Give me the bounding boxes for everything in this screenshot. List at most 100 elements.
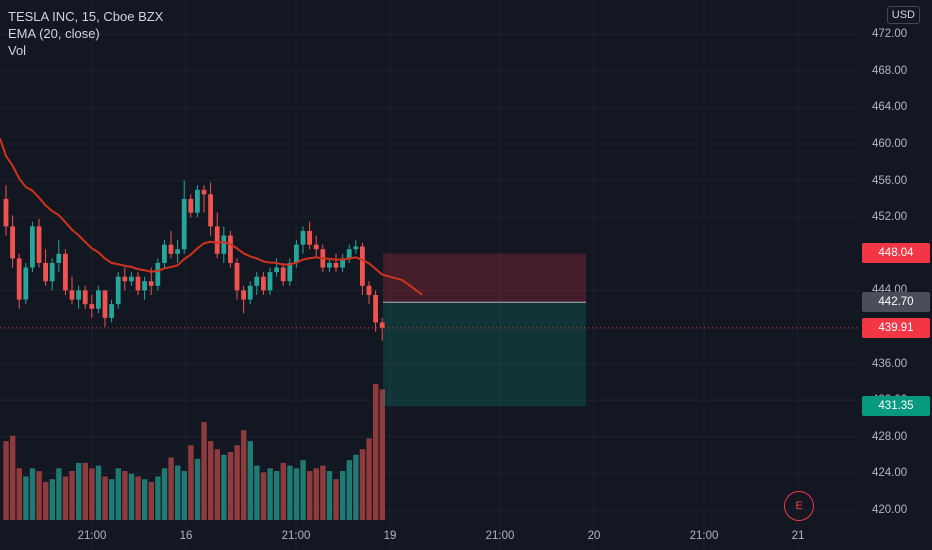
current-price-label[interactable]: 439.91 (862, 317, 930, 338)
candle-body (267, 272, 273, 291)
candle-body (69, 290, 75, 300)
candle-body (30, 226, 35, 268)
price-axis[interactable]: USD 472.00 468.00 464.00 460.00 456.00 452.00… (860, 0, 932, 550)
volume-bar (287, 465, 293, 520)
candle-body (254, 276, 260, 286)
candle-body (82, 290, 88, 305)
volume-bar (135, 476, 141, 520)
candle (102, 290, 108, 327)
volume-bar (175, 465, 181, 520)
volume-bar (227, 452, 234, 520)
volume-bar (373, 384, 379, 520)
candle-body (360, 246, 365, 286)
volume-indicator-label[interactable]: Vol (8, 43, 27, 58)
candle (379, 317, 385, 341)
candle-body (135, 276, 141, 291)
candle-body (181, 198, 187, 250)
candle-body (96, 290, 101, 309)
candle-body (63, 253, 68, 291)
candle (360, 242, 365, 295)
candle-body (300, 230, 306, 245)
volume-bar (161, 468, 168, 520)
volume-bar (16, 468, 22, 520)
volume-bar (353, 454, 359, 520)
candlestick-series (3, 180, 385, 341)
price-tick-label: 460.00 (872, 138, 908, 150)
volume-bar (247, 441, 253, 520)
candle (10, 215, 15, 268)
candle-body (188, 198, 194, 213)
chart-legend: TESLA INC, 15, Cboe BZX EMA (20, close) … (8, 8, 163, 59)
candle-body (155, 262, 161, 286)
candle (56, 240, 62, 273)
candle-body (261, 276, 266, 291)
stop-price-label[interactable]: 448.04 (862, 243, 930, 264)
candle (168, 230, 174, 259)
candle (155, 258, 161, 291)
candle-body (221, 235, 227, 254)
ema-indicator-label[interactable]: EMA (20, close) (8, 26, 100, 41)
entry-price-label[interactable]: 442.70 (862, 292, 930, 313)
volume-bar (3, 441, 9, 520)
volume-bar (293, 468, 300, 520)
volume-bar (194, 458, 201, 520)
volume-bar (43, 481, 49, 520)
price-tick-label: 452.00 (872, 211, 908, 224)
candle (201, 185, 207, 213)
candle-body (274, 267, 279, 273)
candle-body (175, 249, 180, 254)
volume-bar (333, 479, 339, 520)
target-price-label[interactable]: 431.35 (862, 396, 930, 417)
price-tick-label: 464.00 (872, 101, 908, 114)
candle (340, 253, 345, 273)
time-tick-label: 21:00 (281, 530, 311, 542)
candle-body (287, 262, 293, 282)
candle (43, 249, 48, 286)
volume-bar (208, 441, 214, 520)
stop-loss-zone (383, 253, 586, 303)
symbol-title[interactable]: TESLA INC, 15, Cboe BZX (8, 9, 164, 24)
candle-body (129, 276, 134, 282)
volume-bar (307, 471, 313, 520)
time-tick-label: 21:00 (77, 530, 107, 542)
candle-body (89, 304, 95, 309)
candle-body (122, 276, 128, 282)
candle-body (102, 290, 108, 318)
candle (109, 299, 114, 323)
candle (228, 230, 233, 268)
volume-bar (10, 435, 16, 520)
candle (16, 253, 22, 309)
candle-body (346, 249, 352, 259)
volume-bar (56, 468, 62, 520)
candle-body (56, 253, 62, 263)
volume-bar (95, 465, 102, 520)
candle (346, 244, 352, 263)
candle (89, 294, 95, 318)
candle-body (168, 244, 174, 254)
volume-bar (221, 454, 227, 520)
price-chart[interactable] (0, 0, 860, 550)
volume-bar (366, 438, 372, 520)
candle-body (3, 198, 9, 227)
volume-bar (102, 476, 108, 520)
candle (287, 258, 293, 286)
volume-bar (128, 473, 135, 520)
candle (188, 194, 194, 218)
candle-body (373, 294, 378, 323)
candle (214, 212, 220, 259)
volume-bar (241, 430, 247, 520)
price-tick-label: 468.00 (872, 64, 908, 77)
candle (175, 240, 180, 263)
candle-body (294, 244, 299, 263)
short-position-tool[interactable] (383, 253, 586, 407)
volume-bar (300, 460, 306, 520)
volume-bar (379, 389, 385, 520)
volume-bar (346, 460, 352, 520)
earnings-icon[interactable]: E (784, 491, 814, 521)
volume-bar (142, 479, 148, 520)
candle (96, 285, 101, 314)
candle (69, 276, 75, 305)
candle-body (142, 281, 147, 291)
candle (135, 272, 141, 295)
currency-badge[interactable]: USD (886, 6, 920, 24)
